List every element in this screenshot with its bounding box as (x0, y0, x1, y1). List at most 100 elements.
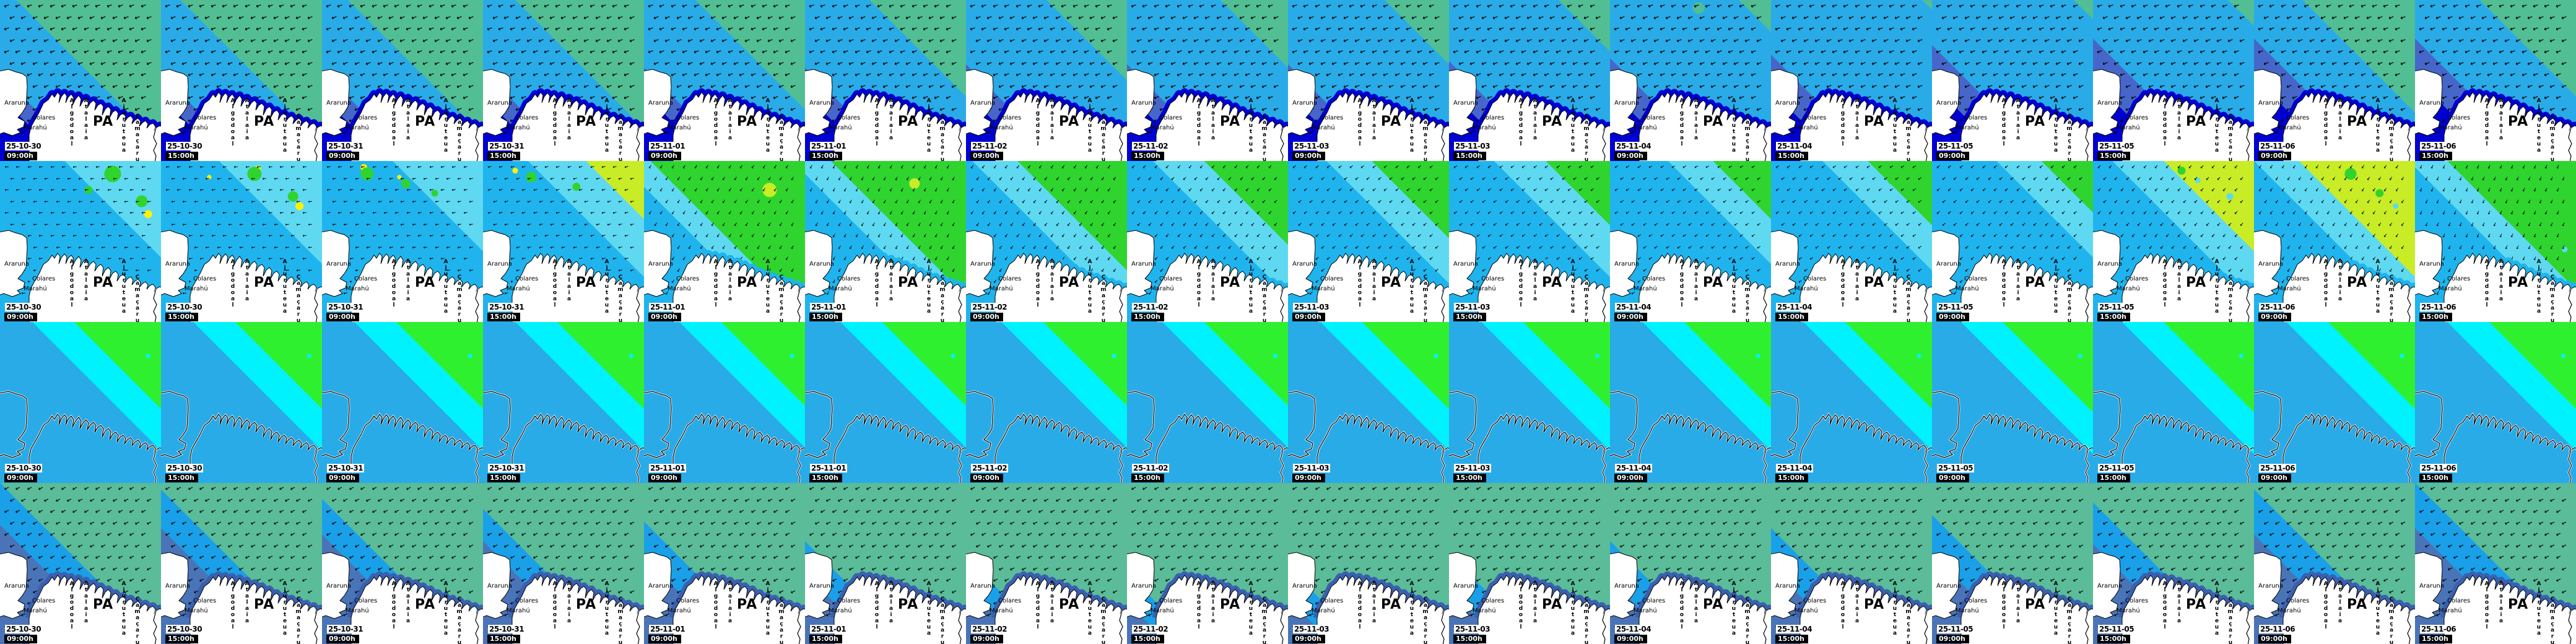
place-label-colares: Colares (1320, 115, 1343, 121)
land-mass (1638, 92, 1771, 161)
coastline-map (1127, 230, 1288, 322)
coastline-map (161, 69, 322, 161)
land-mass (1316, 92, 1449, 161)
state-label-pa: PA (898, 115, 918, 129)
state-label-pa: PA (254, 276, 274, 290)
river-line (475, 288, 479, 322)
forecast-map-tile[interactable]: ↙ ↙ ↙ ↙ ↙ ↙ ↙ ↙ ↙ ↙ ↙ ↙ ↙ ↙ ↙ ↙ ↙ ↙ ↙ ↙ ↙ ↙ ↙ ↙ ↙ ↙ ↙ ↙ ↙ ↙ ↙ ↙ ↙ ↙ ↙ ↙ ↙ ↙ ↙ ↙… (805, 0, 966, 161)
peninsula (1449, 230, 1477, 297)
place-label-camacaru: Camaçaru (295, 274, 302, 322)
forecast-map-tile[interactable]: ↙ ↙ ↙ ↙ ↙ ↙ ↙ ↙ ↙ ↙ ↙ ↙ ↙ ↙ ↙ ↙ ↙ ↙ ↙ ↙ ↙ ↙ ↙ ↙ ↙ ↙ ↙ ↙ ↙ ↙ ↙ ↙ ↙ ↙ ↙ ↙ ↙ ↙ ↙ ↙… (322, 161, 483, 322)
place-label-colares: Colares (32, 276, 55, 282)
place-label-algodoal: Algodoal (874, 259, 880, 308)
forecast-map-tile[interactable]: ↙ ↙ ↙ ↙ ↙ ↙ ↙ ↙ ↙ ↙ ↙ ↙ ↙ ↙ ↙ ↙ ↙ ↙ ↙ ↙ ↙ ↙ ↙ ↙ ↙ ↙ ↙ ↙ ↙ ↙ ↙ ↙ ↙ ↙ ↙ ↙ ↙ ↙ ↙ ↙… (1288, 0, 1449, 161)
forecast-map-tile[interactable]: ↙ ↙ ↙ ↙ ↙ ↙ ↙ ↙ ↙ ↙ ↙ ↙ ↙ ↙ ↙ ↙ ↙ ↙ ↙ ↙ ↙ ↙ ↙ ↙ ↙ ↙ ↙ ↙ ↙ ↙ ↙ ↙ ↙ ↙ ↙ ↙ ↙ ↙ ↙ ↙… (2415, 0, 2576, 161)
forecast-map-tile[interactable]: ↙ ↙ ↙ ↙ ↙ ↙ ↙ ↙ ↙ ↙ ↙ ↙ ↙ ↙ ↙ ↙ ↙ ↙ ↙ ↙ ↙ ↙ ↙ ↙ ↙ ↙ ↙ ↙ ↙ ↙ ↙ ↙ ↙ ↙ ↙ ↙ ↙ ↙ ↙ ↙… (483, 0, 644, 161)
forecast-map-tile[interactable]: ↙ ↙ ↙ ↙ ↙ ↙ ↙ ↙ ↙ ↙ ↙ ↙ ↙ ↙ ↙ ↙ ↙ ↙ ↙ ↙ ↙ ↙ ↙ ↙ ↙ ↙ ↙ ↙ ↙ ↙ ↙ ↙ ↙ ↙ ↙ ↙ ↙ ↙ ↙ ↙… (1610, 0, 1771, 161)
tile-time-label: 15:00h (165, 313, 198, 321)
peninsula (322, 69, 350, 136)
land-mass (1477, 92, 1610, 161)
place-label-camacaru: Camaçaru (939, 274, 946, 322)
tile-date-label: 25-11-01 (810, 142, 848, 150)
forecast-map-tile[interactable]: ↙ ↙ ↙ ↙ ↙ ↙ ↙ ↙ ↙ ↙ ↙ ↙ ↙ ↙ ↙ ↙ ↙ ↙ ↙ ↙ ↙ ↙ ↙ ↙ ↙ ↙ ↙ ↙ ↙ ↙ ↙ ↙ ↙ ↙ ↙ ↙ ↙ ↙ ↙ ↙… (1288, 161, 1449, 322)
forecast-map-tile[interactable]: ↙ ↙ ↙ ↙ ↙ ↙ ↙ ↙ ↙ ↙ ↙ ↙ ↙ ↙ ↙ ↙ ↙ ↙ ↙ ↙ ↙ ↙ ↙ ↙ ↙ ↙ ↙ ↙ ↙ ↙ ↙ ↙ ↙ ↙ ↙ ↙ ↙ ↙ ↙ ↙… (1449, 161, 1610, 322)
land-mass (2121, 92, 2254, 161)
tile-time-label: 09:00h (970, 152, 1003, 160)
place-label-marahu: Marahú (829, 125, 852, 131)
place-label-camacaru: Camaçaru (1100, 274, 1107, 322)
place-label-colares: Colares (515, 115, 538, 121)
forecast-map-tile[interactable]: ↙ ↙ ↙ ↙ ↙ ↙ ↙ ↙ ↙ ↙ ↙ ↙ ↙ ↙ ↙ ↙ ↙ ↙ ↙ ↙ ↙ ↙ ↙ ↙ ↙ ↙ ↙ ↙ ↙ ↙ ↙ ↙ ↙ ↙ ↙ ↙ ↙ ↙ ↙ ↙… (0, 0, 161, 161)
forecast-map-tile[interactable]: ↙ ↙ ↙ ↙ ↙ ↙ ↙ ↙ ↙ ↙ ↙ ↙ ↙ ↙ ↙ ↙ ↙ ↙ ↙ ↙ ↙ ↙ ↙ ↙ ↙ ↙ ↙ ↙ ↙ ↙ ↙ ↙ ↙ ↙ ↙ ↙ ↙ ↙ ↙ ↙… (644, 0, 805, 161)
place-label-camacaru: Camaçaru (1261, 274, 1268, 322)
forecast-map-tile[interactable]: ↙ ↙ ↙ ↙ ↙ ↙ ↙ ↙ ↙ ↙ ↙ ↙ ↙ ↙ ↙ ↙ ↙ ↙ ↙ ↙ ↙ ↙ ↙ ↙ ↙ ↙ ↙ ↙ ↙ ↙ ↙ ↙ ↙ ↙ ↙ ↙ ↙ ↙ ↙ ↙… (1127, 0, 1288, 161)
tile-time-label: 15:00h (1775, 152, 1808, 160)
place-label-araruna: Araruna (326, 261, 351, 268)
coastline-map (644, 230, 805, 322)
tile-date-label: 25-10-31 (327, 142, 365, 150)
forecast-map-tile[interactable]: ↙ ↙ ↙ ↙ ↙ ↙ ↙ ↙ ↙ ↙ ↙ ↙ ↙ ↙ ↙ ↙ ↙ ↙ ↙ ↙ ↙ ↙ ↙ ↙ ↙ ↙ ↙ ↙ ↙ ↙ ↙ ↙ ↙ ↙ ↙ ↙ ↙ ↙ ↙ ↙… (322, 0, 483, 161)
place-label-araruna: Araruna (2097, 100, 2122, 107)
place-label-marahu: Marahú (346, 286, 369, 292)
state-label-pa: PA (93, 115, 113, 129)
place-label-camacaru: Camaçaru (1905, 113, 1912, 161)
forecast-map-tile[interactable]: ↙ ↙ ↙ ↙ ↙ ↙ ↙ ↙ ↙ ↙ ↙ ↙ ↙ ↙ ↙ ↙ ↙ ↙ ↙ ↙ ↙ ↙ ↙ ↙ ↙ ↙ ↙ ↙ ↙ ↙ ↙ ↙ ↙ ↙ ↙ ↙ ↙ ↙ ↙ ↙… (0, 161, 161, 322)
place-label-camacaru: Camaçaru (2227, 113, 2234, 161)
river-line (1602, 127, 1606, 161)
place-label-marahu: Marahú (1312, 286, 1335, 292)
place-label-camacaru: Camaçaru (1422, 274, 1429, 322)
forecast-map-tile[interactable]: ↙ ↙ ↙ ↙ ↙ ↙ ↙ ↙ ↙ ↙ ↙ ↙ ↙ ↙ ↙ ↙ ↙ ↙ ↙ ↙ ↙ ↙ ↙ ↙ ↙ ↙ ↙ ↙ ↙ ↙ ↙ ↙ ↙ ↙ ↙ ↙ ↙ ↙ ↙ ↙… (644, 161, 805, 322)
tile-date-label: 25-11-04 (1615, 142, 1653, 150)
place-label-colares: Colares (1803, 115, 1826, 121)
forecast-map-tile[interactable]: ↙ ↙ ↙ ↙ ↙ ↙ ↙ ↙ ↙ ↙ ↙ ↙ ↙ ↙ ↙ ↙ ↙ ↙ ↙ ↙ ↙ ↙ ↙ ↙ ↙ ↙ ↙ ↙ ↙ ↙ ↙ ↙ ↙ ↙ ↙ ↙ ↙ ↙ ↙ ↙… (1610, 161, 1771, 322)
land-mass (28, 92, 161, 161)
tile-date-label: 25-11-02 (1132, 303, 1170, 311)
coastline-map (0, 69, 161, 161)
forecast-map-tile[interactable]: ↙ ↙ ↙ ↙ ↙ ↙ ↙ ↙ ↙ ↙ ↙ ↙ ↙ ↙ ↙ ↙ ↙ ↙ ↙ ↙ ↙ ↙ ↙ ↙ ↙ ↙ ↙ ↙ ↙ ↙ ↙ ↙ ↙ ↙ ↙ ↙ ↙ ↙ ↙ ↙… (1932, 0, 2093, 161)
place-label-colares: Colares (2447, 115, 2470, 121)
tile-date-label: 25-10-30 (166, 142, 204, 150)
forecast-map-tile[interactable]: ↙ ↙ ↙ ↙ ↙ ↙ ↙ ↙ ↙ ↙ ↙ ↙ ↙ ↙ ↙ ↙ ↙ ↙ ↙ ↙ ↙ ↙ ↙ ↙ ↙ ↙ ↙ ↙ ↙ ↙ ↙ ↙ ↙ ↙ ↙ ↙ ↙ ↙ ↙ ↙… (1127, 161, 1288, 322)
state-label-pa: PA (1220, 115, 1240, 129)
state-label-pa: PA (1864, 115, 1884, 129)
forecast-map-tile[interactable]: ↙ ↙ ↙ ↙ ↙ ↙ ↙ ↙ ↙ ↙ ↙ ↙ ↙ ↙ ↙ ↙ ↙ ↙ ↙ ↙ ↙ ↙ ↙ ↙ ↙ ↙ ↙ ↙ ↙ ↙ ↙ ↙ ↙ ↙ ↙ ↙ ↙ ↙ ↙ ↙… (2093, 0, 2254, 161)
peninsula (966, 69, 994, 136)
tile-date-label: 25-11-02 (1132, 142, 1170, 150)
place-label-ajuruteua: Ajuruteua (1892, 98, 1898, 154)
forecast-map-tile[interactable]: ↙ ↙ ↙ ↙ ↙ ↙ ↙ ↙ ↙ ↙ ↙ ↙ ↙ ↙ ↙ ↙ ↙ ↙ ↙ ↙ ↙ ↙ ↙ ↙ ↙ ↙ ↙ ↙ ↙ ↙ ↙ ↙ ↙ ↙ ↙ ↙ ↙ ↙ ↙ ↙… (161, 0, 322, 161)
peninsula (2093, 69, 2121, 136)
forecast-map-tile[interactable]: ↙ ↙ ↙ ↙ ↙ ↙ ↙ ↙ ↙ ↙ ↙ ↙ ↙ ↙ ↙ ↙ ↙ ↙ ↙ ↙ ↙ ↙ ↙ ↙ ↙ ↙ ↙ ↙ ↙ ↙ ↙ ↙ ↙ ↙ ↙ ↙ ↙ ↙ ↙ ↙… (1449, 0, 1610, 161)
place-label-colares: Colares (32, 115, 55, 121)
place-label-araruna: Araruna (1936, 100, 1961, 107)
place-label-araruna: Araruna (4, 100, 29, 107)
place-label-araruna: Araruna (487, 261, 512, 268)
coastline-map (1127, 69, 1288, 161)
forecast-map-tile[interactable]: ↙ ↙ ↙ ↙ ↙ ↙ ↙ ↙ ↙ ↙ ↙ ↙ ↙ ↙ ↙ ↙ ↙ ↙ ↙ ↙ ↙ ↙ ↙ ↙ ↙ ↙ ↙ ↙ ↙ ↙ ↙ ↙ ↙ ↙ ↙ ↙ ↙ ↙ ↙ ↙… (483, 161, 644, 322)
peninsula (483, 69, 511, 136)
coastline-map (483, 230, 644, 322)
forecast-map-tile[interactable]: ↙ ↙ ↙ ↙ ↙ ↙ ↙ ↙ ↙ ↙ ↙ ↙ ↙ ↙ ↙ ↙ ↙ ↙ ↙ ↙ ↙ ↙ ↙ ↙ ↙ ↙ ↙ ↙ ↙ ↙ ↙ ↙ ↙ ↙ ↙ ↙ ↙ ↙ ↙ ↙… (805, 161, 966, 322)
forecast-map-tile[interactable]: ↙ ↙ ↙ ↙ ↙ ↙ ↙ ↙ ↙ ↙ ↙ ↙ ↙ ↙ ↙ ↙ ↙ ↙ ↙ ↙ ↙ ↙ ↙ ↙ ↙ ↙ ↙ ↙ ↙ ↙ ↙ ↙ ↙ ↙ ↙ ↙ ↙ ↙ ↙ ↙… (1771, 0, 1932, 161)
forecast-map-tile[interactable]: ↙ ↙ ↙ ↙ ↙ ↙ ↙ ↙ ↙ ↙ ↙ ↙ ↙ ↙ ↙ ↙ ↙ ↙ ↙ ↙ ↙ ↙ ↙ ↙ ↙ ↙ ↙ ↙ ↙ ↙ ↙ ↙ ↙ ↙ ↙ ↙ ↙ ↙ ↙ ↙… (2254, 0, 2415, 161)
state-label-pa: PA (576, 276, 596, 290)
coastline-map (1771, 69, 1932, 161)
forecast-map-tile[interactable]: ↙ ↙ ↙ ↙ ↙ ↙ ↙ ↙ ↙ ↙ ↙ ↙ ↙ ↙ ↙ ↙ ↙ ↙ ↙ ↙ ↙ ↙ ↙ ↙ ↙ ↙ ↙ ↙ ↙ ↙ ↙ ↙ ↙ ↙ ↙ ↙ ↙ ↙ ↙ ↙… (966, 0, 1127, 161)
place-label-colares: Colares (1642, 115, 1665, 121)
place-label-colares: Colares (193, 276, 216, 282)
tile-time-label: 15:00h (2097, 152, 2130, 160)
place-label-araruna: Araruna (2419, 100, 2444, 107)
place-label-marahu: Marahú (1795, 125, 1818, 131)
place-label-ajuruteua: Ajuruteua (765, 98, 771, 154)
place-label-camacaru: Camaçaru (2066, 113, 2073, 161)
place-label-camacaru: Camaçaru (778, 113, 785, 161)
place-label-colares: Colares (998, 276, 1021, 282)
place-label-algodoal: Algodoal (552, 98, 558, 147)
tile-time-label: 09:00h (648, 313, 681, 321)
coastline-map (322, 230, 483, 322)
place-label-marahu: Marahú (1151, 125, 1174, 131)
place-label-camacaru: Camaçaru (617, 113, 624, 161)
forecast-map-tile[interactable]: ↙ ↙ ↙ ↙ ↙ ↙ ↙ ↙ ↙ ↙ ↙ ↙ ↙ ↙ ↙ ↙ ↙ ↙ ↙ ↙ ↙ ↙ ↙ ↙ ↙ ↙ ↙ ↙ ↙ ↙ ↙ ↙ ↙ ↙ ↙ ↙ ↙ ↙ ↙ ↙… (966, 161, 1127, 322)
place-label-atalaia: Atalaia (83, 259, 89, 302)
tile-date-label: 25-11-03 (1293, 303, 1331, 311)
forecast-map-tile[interactable]: ↙ ↙ ↙ ↙ ↙ ↙ ↙ ↙ ↙ ↙ ↙ ↙ ↙ ↙ ↙ ↙ ↙ ↙ ↙ ↙ ↙ ↙ ↙ ↙ ↙ ↙ ↙ ↙ ↙ ↙ ↙ ↙ ↙ ↙ ↙ ↙ ↙ ↙ ↙ ↙… (161, 161, 322, 322)
